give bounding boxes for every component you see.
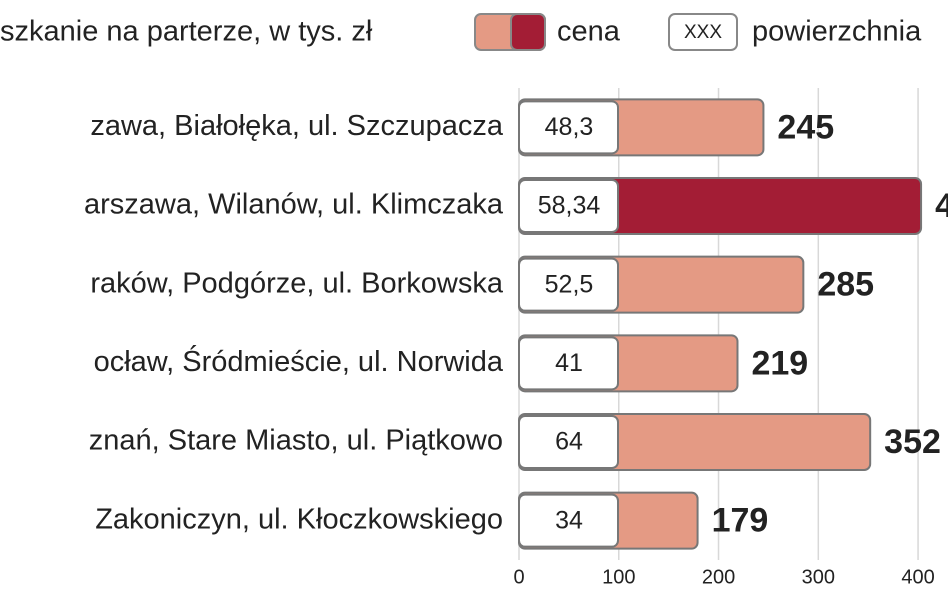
area-label: 48,3 [545, 113, 594, 141]
value-label: 219 [751, 344, 808, 382]
x-tick-label: 200 [702, 566, 735, 588]
category-label: raków, Podgórze, ul. Borkowska [90, 267, 504, 299]
area-box [518, 179, 619, 233]
legend-label: powierzchnia [752, 16, 922, 48]
category-label: znań, Stare Miasto, ul. Piątkowo [89, 425, 503, 457]
area-box [518, 100, 619, 155]
area-box [518, 493, 619, 548]
x-tick-label: 100 [602, 566, 635, 588]
legend-box [668, 13, 738, 51]
value-label: 245 [777, 108, 834, 146]
category-label: zawa, Białołęka, ul. Szczupacza [90, 110, 504, 142]
value-label: 285 [817, 266, 874, 304]
x-tick-label: 0 [513, 566, 524, 588]
category-label: arszawa, Wilanów, ul. Klimczaka [84, 189, 504, 221]
area-label: 34 [555, 506, 583, 534]
value-label: 403 [935, 187, 948, 225]
chart-title: szkanie na parterze, w tys. zł [0, 16, 373, 48]
category-label: ocław, Śródmieście, ul. Norwida [94, 344, 504, 378]
legend-sample: XXX [684, 22, 722, 43]
area-label: 52,5 [545, 270, 594, 298]
x-tick-label: 400 [901, 566, 934, 588]
x-tick-label: 300 [802, 566, 835, 588]
value-label: 179 [712, 502, 769, 540]
area-label: 58,34 [538, 192, 601, 220]
area-label: 41 [555, 349, 583, 377]
category-label: Zakoniczyn, ul. Kłoczkowskiego [95, 503, 503, 535]
legend-swatch-dark [510, 13, 546, 51]
value-label: 352 [884, 423, 941, 461]
area-box [518, 336, 619, 391]
area-label: 64 [555, 428, 583, 456]
area-box [518, 415, 619, 469]
legend-label: cena [557, 16, 621, 48]
area-box [518, 257, 619, 312]
